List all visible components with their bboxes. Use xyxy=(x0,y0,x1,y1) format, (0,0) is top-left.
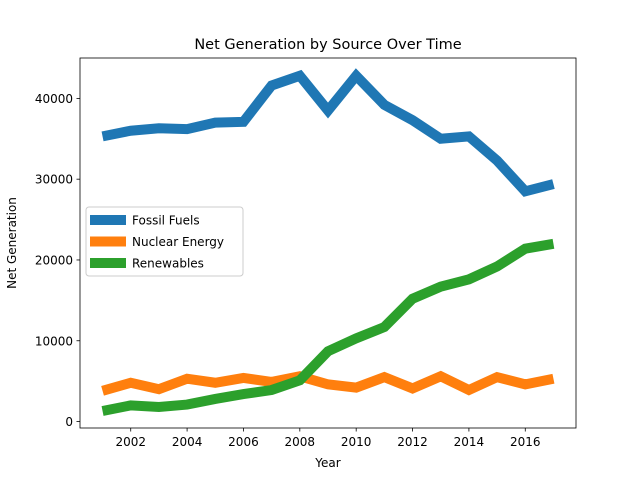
legend: Fossil Fuels Nuclear Energy Renewables xyxy=(85,206,244,277)
legend-label: Renewables xyxy=(132,257,204,271)
x-axis-label: Year xyxy=(314,456,340,470)
y-tick-label: 30000 xyxy=(35,173,73,187)
x-tick-label: 2008 xyxy=(285,435,316,449)
x-axis-ticks: 2002 2004 2006 2008 2010 2012 2014 2016 xyxy=(115,428,541,449)
plot-frame xyxy=(79,57,577,429)
y-tick-label: 20000 xyxy=(35,253,73,267)
x-tick-label: 2002 xyxy=(115,435,146,449)
x-tick-label: 2012 xyxy=(397,435,428,449)
plot-lines xyxy=(101,68,555,416)
x-tick-label: 2004 xyxy=(172,435,203,449)
series-line-nuclear-energy xyxy=(101,370,555,396)
x-tick-label: 2014 xyxy=(454,435,485,449)
legend-label: Fossil Fuels xyxy=(132,214,200,228)
y-tick-label: 0 xyxy=(65,415,73,429)
series-line-fossil-fuels xyxy=(101,68,555,197)
series-line-renewables xyxy=(101,238,555,416)
legend-label: Nuclear Energy xyxy=(132,235,224,249)
x-tick-label: 2016 xyxy=(510,435,541,449)
x-tick-label: 2010 xyxy=(341,435,372,449)
chart-title: Net Generation by Source Over Time xyxy=(194,37,461,53)
y-tick-label: 10000 xyxy=(35,334,73,348)
x-tick-label: 2006 xyxy=(228,435,259,449)
y-axis-ticks: 0 10000 20000 30000 40000 xyxy=(35,92,80,429)
y-axis-label: Net Generation xyxy=(5,197,19,289)
y-tick-label: 40000 xyxy=(35,92,73,106)
